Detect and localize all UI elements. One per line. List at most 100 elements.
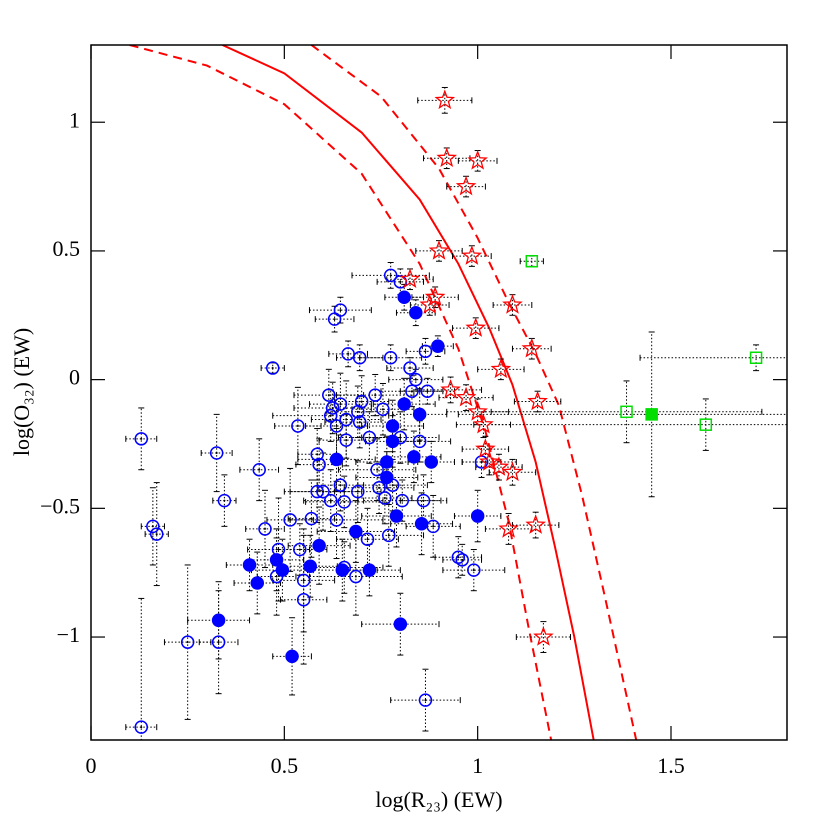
model-curve — [310, 45, 638, 740]
y-tick-label: 0 — [69, 365, 80, 390]
point-center — [354, 575, 357, 578]
y-axis-label: log(O₃₂) (EW) — [9, 328, 34, 456]
plot-area — [125, 45, 787, 740]
point-center — [217, 641, 220, 644]
star-point — [440, 379, 461, 399]
point-center — [339, 403, 342, 406]
x-tick-label: 1 — [472, 753, 483, 778]
frame — [90, 44, 788, 741]
point-center — [461, 558, 464, 561]
open-circle-point — [323, 408, 338, 423]
open-circle-point — [339, 433, 353, 447]
point-center — [414, 378, 417, 381]
open-circle-point — [352, 415, 367, 429]
open-circle-point — [383, 268, 398, 283]
point-center — [140, 437, 143, 440]
filled-circle-point — [312, 538, 326, 553]
point-center — [296, 424, 299, 427]
point-center — [356, 490, 359, 493]
point-center — [472, 569, 475, 572]
open-circle-point — [134, 432, 149, 446]
open-square-point — [620, 405, 633, 419]
open-circle-point — [403, 361, 417, 375]
star-point — [498, 518, 519, 538]
model-curve — [222, 45, 595, 740]
filled-circle-point — [275, 563, 290, 577]
open-circle-point — [370, 462, 384, 477]
open-circle-point — [451, 550, 466, 564]
filled-circle-point — [414, 517, 429, 531]
point-center — [387, 534, 390, 537]
star-point — [502, 461, 523, 482]
point-center — [331, 406, 334, 409]
point-center — [335, 424, 338, 427]
open-circle-point — [333, 478, 348, 492]
open-square-point — [525, 254, 539, 268]
open-circle-point — [293, 542, 307, 557]
open-circle-point — [329, 513, 344, 527]
point-center — [391, 484, 394, 487]
filled-circle-point — [407, 450, 421, 464]
point-center — [368, 436, 371, 439]
open-circle-point — [383, 351, 398, 365]
star-point — [521, 337, 543, 358]
open-circle-point — [217, 493, 232, 508]
open-circle-point — [352, 351, 367, 365]
star-point — [533, 626, 554, 646]
point-center — [366, 538, 369, 541]
point-center — [358, 356, 361, 359]
open-circle-point — [416, 493, 431, 508]
point-center — [360, 400, 363, 403]
point-center — [480, 461, 483, 463]
star-point — [488, 456, 510, 476]
open-circle-point — [418, 344, 433, 359]
filled-circle-point — [380, 470, 394, 485]
open-circle-point — [405, 384, 419, 398]
point-center — [345, 439, 348, 442]
open-circle-point — [329, 419, 344, 433]
filled-circle-point — [335, 563, 350, 577]
open-circle-point — [349, 569, 363, 584]
y-tick-label: −1 — [57, 622, 80, 647]
y-tick-label: −0.5 — [40, 493, 80, 518]
filled-circle-point — [470, 509, 485, 523]
open-circle-point — [325, 401, 340, 415]
point-center — [302, 579, 305, 582]
point-center — [223, 499, 226, 502]
filled-circle-point — [424, 455, 439, 469]
open-circle-point — [180, 635, 195, 649]
open-circle-point — [211, 635, 226, 649]
filled-circle-point — [431, 339, 445, 353]
open-circle-point — [291, 419, 305, 433]
point-center — [271, 367, 274, 370]
filled-circle-point — [412, 407, 427, 422]
open-circle-point — [360, 532, 375, 546]
filled-circle-point — [349, 524, 363, 539]
point-center — [151, 525, 154, 528]
open-circle-point — [312, 457, 326, 472]
star-point — [527, 390, 548, 411]
open-circle-point — [395, 493, 410, 508]
open-circle-point — [333, 397, 348, 411]
point-center — [426, 390, 429, 393]
open-circle-point — [134, 720, 149, 734]
star-point — [428, 240, 450, 260]
point-center — [318, 463, 321, 466]
open-circle-point — [372, 480, 386, 495]
point-center — [376, 468, 379, 471]
open-circle-point — [265, 361, 280, 375]
open-circle-point — [339, 412, 353, 427]
point-center — [264, 527, 266, 530]
x-axis-label: log(R₂₃) (EW) — [375, 787, 502, 812]
open-circle-point — [252, 462, 266, 477]
open-circle-point — [351, 484, 365, 499]
filled-circle-point — [380, 455, 394, 469]
point-center — [302, 598, 305, 601]
star-point — [434, 89, 456, 110]
star-point — [399, 268, 421, 289]
open-circle-point — [333, 303, 348, 317]
point-center — [277, 548, 280, 551]
point-center — [335, 518, 338, 521]
filled-circle-point — [397, 397, 411, 411]
filled-circle-point — [389, 509, 404, 523]
